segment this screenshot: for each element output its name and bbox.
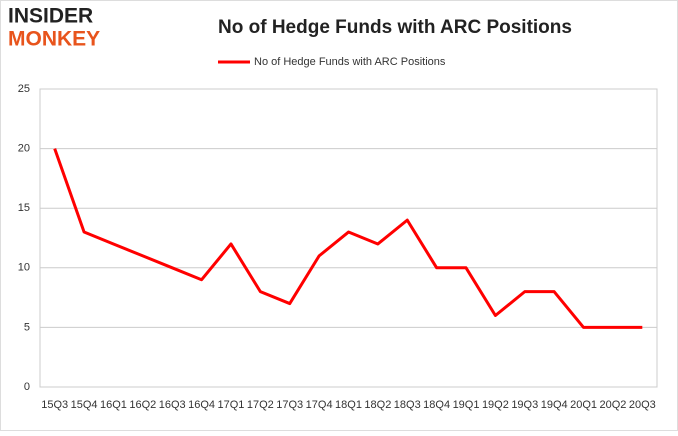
- x-tick-label: 19Q2: [482, 399, 509, 411]
- y-tick-label: 15: [18, 202, 30, 214]
- x-tick-label: 16Q3: [159, 399, 186, 411]
- logo-top: INSIDER: [8, 5, 93, 28]
- x-tick-label: 15Q4: [71, 399, 98, 411]
- x-tick-label: 18Q2: [364, 399, 391, 411]
- line-series: [53, 148, 643, 329]
- x-tick-label: 16Q4: [188, 399, 215, 411]
- x-tick-label: 17Q3: [276, 399, 303, 411]
- x-tick-label: 19Q4: [541, 399, 568, 411]
- x-tick-label: 18Q1: [335, 399, 362, 411]
- y-tick-label: 0: [24, 381, 30, 393]
- x-tick-label: 17Q1: [218, 399, 245, 411]
- x-tick-label: 20Q3: [629, 399, 656, 411]
- chart-title: No of Hedge Funds with ARC Positions: [218, 17, 572, 38]
- x-tick-label: 19Q3: [511, 399, 538, 411]
- x-tick-label: 20Q2: [599, 399, 626, 411]
- y-tick-label: 10: [18, 262, 30, 274]
- x-tick-label: 18Q3: [394, 399, 421, 411]
- x-tick-label: 17Q4: [306, 399, 333, 411]
- legend-label: No of Hedge Funds with ARC Positions: [254, 56, 446, 68]
- x-tick-label: 20Q1: [570, 399, 597, 411]
- x-tick-label: 15Q3: [41, 399, 68, 411]
- x-tick-label: 16Q2: [129, 399, 156, 411]
- y-tick-label: 20: [18, 143, 30, 155]
- y-tick-label: 25: [18, 83, 30, 95]
- x-tick-label: 18Q4: [423, 399, 450, 411]
- x-tick-label: 19Q1: [453, 399, 480, 411]
- y-tick-label: 5: [24, 321, 30, 333]
- x-tick-label: 17Q2: [247, 399, 274, 411]
- x-tick-label: 16Q1: [100, 399, 127, 411]
- logo-bottom: MONKEY: [8, 28, 100, 51]
